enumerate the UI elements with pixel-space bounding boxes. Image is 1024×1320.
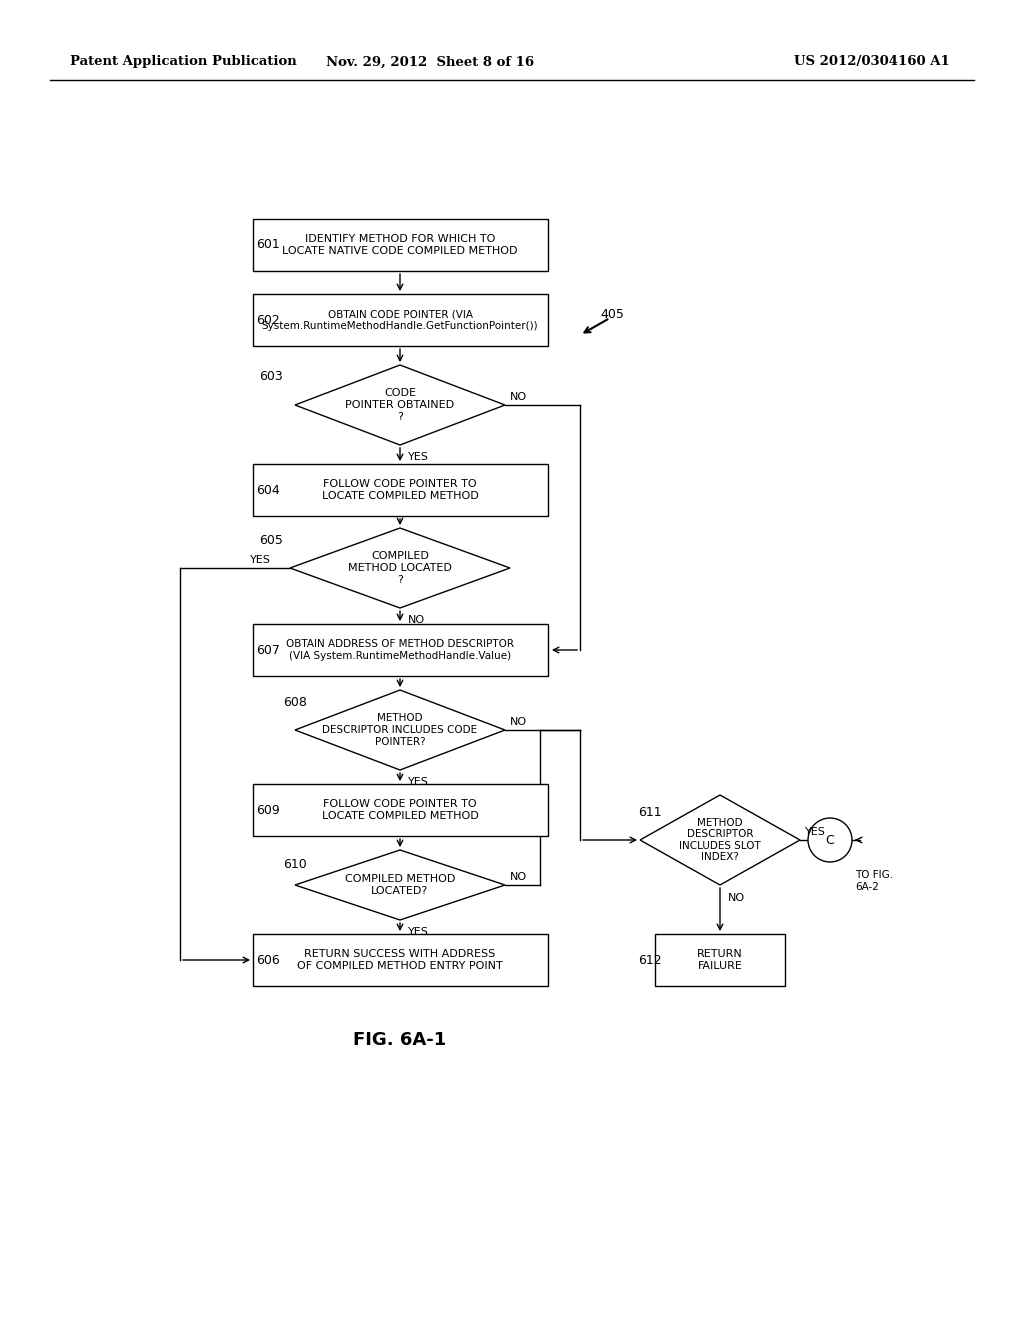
Text: COMPILED
METHOD LOCATED
?: COMPILED METHOD LOCATED ? bbox=[348, 552, 452, 585]
Text: NO: NO bbox=[728, 894, 745, 903]
Text: 609: 609 bbox=[256, 804, 280, 817]
Text: YES: YES bbox=[805, 828, 826, 837]
Text: YES: YES bbox=[408, 451, 429, 462]
Text: NO: NO bbox=[408, 615, 425, 624]
Text: 606: 606 bbox=[256, 953, 280, 966]
Text: FOLLOW CODE POINTER TO
LOCATE COMPILED METHOD: FOLLOW CODE POINTER TO LOCATE COMPILED M… bbox=[322, 479, 478, 500]
Bar bbox=[655, 935, 785, 986]
Text: COMPILED METHOD
LOCATED?: COMPILED METHOD LOCATED? bbox=[345, 874, 456, 896]
Bar bbox=[253, 624, 548, 676]
Text: C: C bbox=[825, 833, 835, 846]
Text: RETURN SUCCESS WITH ADDRESS
OF COMPILED METHOD ENTRY POINT: RETURN SUCCESS WITH ADDRESS OF COMPILED … bbox=[297, 949, 503, 970]
Polygon shape bbox=[640, 795, 800, 884]
Text: 601: 601 bbox=[256, 239, 280, 252]
Text: IDENTIFY METHOD FOR WHICH TO
LOCATE NATIVE CODE COMPILED METHOD: IDENTIFY METHOD FOR WHICH TO LOCATE NATI… bbox=[283, 234, 518, 256]
Text: NO: NO bbox=[510, 873, 527, 882]
Text: 611: 611 bbox=[638, 805, 662, 818]
Bar bbox=[253, 219, 548, 271]
Text: NO: NO bbox=[510, 717, 527, 727]
Text: 607: 607 bbox=[256, 644, 280, 656]
Circle shape bbox=[808, 818, 852, 862]
Bar bbox=[253, 294, 548, 346]
Text: OBTAIN ADDRESS OF METHOD DESCRIPTOR
(VIA System.RuntimeMethodHandle.Value): OBTAIN ADDRESS OF METHOD DESCRIPTOR (VIA… bbox=[286, 639, 514, 661]
Text: YES: YES bbox=[408, 777, 429, 787]
Text: CODE
POINTER OBTAINED
?: CODE POINTER OBTAINED ? bbox=[345, 388, 455, 421]
Text: YES: YES bbox=[250, 554, 271, 565]
Text: US 2012/0304160 A1: US 2012/0304160 A1 bbox=[795, 55, 950, 69]
Text: NO: NO bbox=[510, 392, 527, 403]
Text: 603: 603 bbox=[259, 371, 283, 384]
Text: 610: 610 bbox=[283, 858, 307, 871]
Text: 612: 612 bbox=[638, 953, 662, 966]
Text: METHOD
DESCRIPTOR
INCLUDES SLOT
INDEX?: METHOD DESCRIPTOR INCLUDES SLOT INDEX? bbox=[679, 817, 761, 862]
Polygon shape bbox=[295, 850, 505, 920]
Text: OBTAIN CODE POINTER (VIA
System.RuntimeMethodHandle.GetFunctionPointer()): OBTAIN CODE POINTER (VIA System.RuntimeM… bbox=[262, 309, 539, 331]
Polygon shape bbox=[295, 690, 505, 770]
Text: 604: 604 bbox=[256, 483, 280, 496]
Text: FIG. 6A-1: FIG. 6A-1 bbox=[353, 1031, 446, 1049]
Bar bbox=[253, 935, 548, 986]
Polygon shape bbox=[290, 528, 510, 609]
Polygon shape bbox=[295, 366, 505, 445]
Text: METHOD
DESCRIPTOR INCLUDES CODE
POINTER?: METHOD DESCRIPTOR INCLUDES CODE POINTER? bbox=[323, 713, 477, 747]
Text: Nov. 29, 2012  Sheet 8 of 16: Nov. 29, 2012 Sheet 8 of 16 bbox=[326, 55, 535, 69]
Text: 405: 405 bbox=[600, 309, 624, 322]
Text: YES: YES bbox=[408, 927, 429, 937]
Bar bbox=[253, 465, 548, 516]
Text: TO FIG.
6A-2: TO FIG. 6A-2 bbox=[855, 870, 893, 891]
Text: 602: 602 bbox=[256, 314, 280, 326]
Text: 605: 605 bbox=[259, 533, 283, 546]
Text: Patent Application Publication: Patent Application Publication bbox=[70, 55, 297, 69]
Text: 608: 608 bbox=[283, 696, 307, 709]
Text: RETURN
FAILURE: RETURN FAILURE bbox=[697, 949, 742, 970]
Bar bbox=[253, 784, 548, 836]
Text: FOLLOW CODE POINTER TO
LOCATE COMPILED METHOD: FOLLOW CODE POINTER TO LOCATE COMPILED M… bbox=[322, 799, 478, 821]
